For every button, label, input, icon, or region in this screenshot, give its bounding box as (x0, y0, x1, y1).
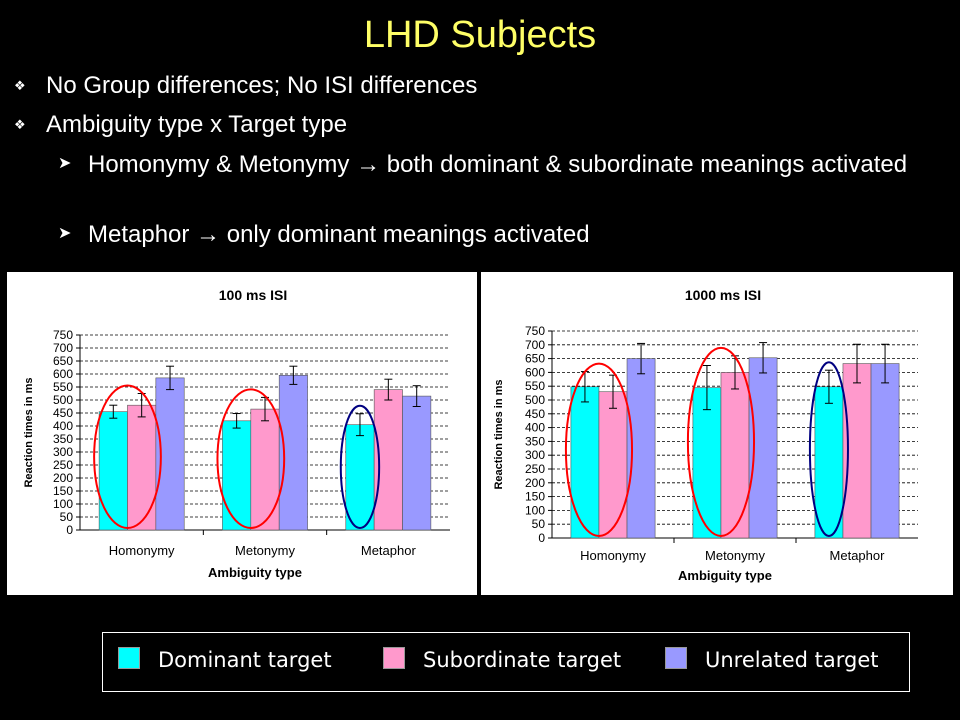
sub-bullet-item: ➤ Metaphor → only dominant meanings activ… (58, 219, 908, 250)
chart-title: 1000 ms ISI (685, 287, 761, 303)
x-tick-label: Metaphor (830, 548, 886, 563)
y-tick-label: 150 (53, 484, 73, 498)
legend-swatch-unrelated (665, 647, 687, 669)
x-tick-label: Homonymy (109, 543, 175, 558)
y-tick-label: 500 (525, 393, 545, 407)
y-tick-label: 450 (525, 407, 545, 421)
legend-label: Unrelated target (705, 648, 879, 672)
arrowhead-bullet-icon: ➤ (58, 155, 72, 172)
bar (98, 411, 128, 531)
chart-panel-1000ms: 0 50 100 150 200 250 300 350 400 450 500 550 600 650 7… (481, 272, 953, 595)
y-tick-label: 150 (525, 490, 545, 504)
circled-annotation (808, 361, 849, 537)
y-tick-label: 400 (53, 419, 73, 433)
y-tick-label: 400 (525, 421, 545, 435)
circled-annotation (686, 346, 756, 537)
x-tick-label: Metonymy (705, 548, 765, 563)
y-tick-label: 600 (525, 365, 545, 379)
legend-label: Dominant target (158, 648, 332, 672)
legend-swatch-subordinate (383, 647, 405, 669)
x-tick-label: Metaphor (361, 543, 417, 558)
y-tick-label: 250 (53, 458, 73, 472)
y-tick-label: 200 (525, 476, 545, 490)
slide-title: LHD Subjects (363, 14, 597, 56)
sub-bullet-item: ➤ Homonymy & Metonymy → both dominant & s… (58, 149, 908, 180)
bar (870, 363, 900, 539)
y-tick-label: 750 (525, 324, 545, 338)
bullet-text: No Group differences; No ISI differences (46, 72, 478, 99)
y-axis-title: Reaction times in ms (493, 379, 505, 489)
y-tick-label: 0 (66, 523, 73, 537)
bar (402, 395, 432, 531)
circled-annotation (93, 384, 162, 529)
sub-bullet-text: Metaphor → only dominant meanings activa… (88, 221, 590, 248)
legend-item-dominant: Dominant target (118, 647, 332, 673)
bar (814, 386, 844, 539)
legend-label: Subordinate target (423, 648, 622, 672)
chart-panel-100ms: 0 50 100 150 200 250 300 350 400 450 500 550 600 650 7… (7, 272, 477, 595)
bullet-item: ❖ Ambiguity type x Target type (14, 111, 347, 139)
bullet-text: Ambiguity type x Target type (46, 111, 348, 138)
y-tick-label: 650 (525, 352, 545, 366)
bar (345, 424, 375, 531)
x-axis-title: Ambiguity type (678, 568, 772, 583)
arrowhead-bullet-icon: ➤ (58, 225, 72, 242)
y-tick-label: 700 (53, 341, 73, 355)
x-tick-label: Homonymy (580, 548, 646, 563)
y-tick-label: 350 (53, 432, 73, 446)
circled-annotation (339, 404, 381, 529)
bar (222, 420, 252, 531)
bar (570, 386, 600, 539)
diamond-bullet-icon: ❖ (14, 117, 26, 132)
y-tick-label: 450 (53, 406, 73, 420)
y-tick-label: 550 (525, 379, 545, 393)
chart-1000ms-isi: 0501001502002503003504004505005506006507… (493, 287, 918, 583)
y-tick-label: 50 (532, 517, 546, 531)
bar (250, 408, 280, 531)
y-tick-label: 350 (525, 434, 545, 448)
y-axis-title: Reaction times in ms (23, 377, 35, 487)
bar (720, 372, 750, 539)
y-tick-label: 500 (53, 393, 73, 407)
y-tick-label: 650 (53, 354, 73, 368)
sub-bullet-text: Homonymy & Metonymy → both dominant & su… (88, 151, 908, 178)
circled-annotation (564, 362, 634, 537)
legend: Dominant target Subordinate target Unrel… (102, 632, 910, 692)
y-tick-label: 0 (538, 531, 545, 545)
circled-annotation (216, 388, 286, 529)
y-tick-label: 250 (525, 462, 545, 476)
legend-swatch-dominant (118, 647, 140, 669)
y-tick-label: 550 (53, 380, 73, 394)
legend-item-unrelated: Unrelated target (665, 647, 879, 673)
y-tick-label: 100 (53, 497, 73, 511)
y-tick-label: 50 (60, 510, 74, 524)
x-tick-label: Metonymy (235, 543, 295, 558)
y-tick-label: 600 (53, 367, 73, 381)
y-tick-label: 200 (53, 471, 73, 485)
x-axis-title: Ambiguity type (208, 565, 302, 580)
diamond-bullet-icon: ❖ (14, 78, 26, 93)
chart-title: 100 ms ISI (219, 287, 288, 303)
y-tick-label: 750 (53, 328, 73, 342)
y-tick-label: 300 (53, 445, 73, 459)
legend-item-subordinate: Subordinate target (383, 647, 621, 673)
chart-100ms-isi: 0501001502002503003504004505005506006507… (23, 287, 450, 580)
y-tick-label: 100 (525, 503, 545, 517)
y-tick-label: 300 (525, 448, 545, 462)
bar (598, 391, 628, 539)
y-tick-label: 700 (525, 338, 545, 352)
bullet-item: ❖ No Group differences; No ISI difference… (14, 72, 477, 100)
bar (127, 404, 157, 531)
